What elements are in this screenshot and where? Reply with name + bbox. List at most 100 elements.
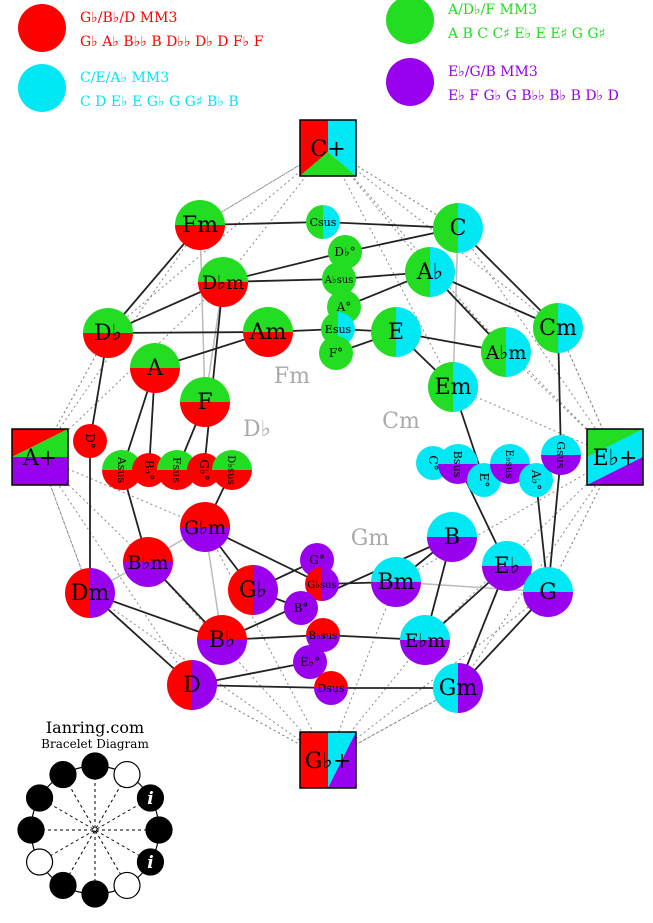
bracelet-bead [145,816,173,844]
chord-label: D♭° [334,245,355,259]
chord-label: E♭m [405,630,446,652]
chord-bdim[interactable]: B° [284,591,318,625]
chord-am[interactable]: Am [243,307,293,357]
chord-gsus[interactable]: Gsus [541,435,581,475]
dotted-link [457,227,616,458]
legend: G♭/B♭/D MM3 G♭ A♭ B♭♭ B D♭♭ D♭ D F♭ F A/D♭… [18,0,619,112]
chord-label: E♭sus [503,450,514,479]
chord-fdim[interactable]: F° [319,336,353,370]
chord-ab[interactable]: A♭ [405,247,455,297]
chord-label: Asus [115,456,128,484]
chord-asus[interactable]: Asus [102,450,142,490]
chord-label: E° [477,473,491,488]
chord-bb[interactable]: B♭ [197,615,247,665]
chord-gm[interactable]: Gm [433,663,483,713]
aug-label: C+ [310,137,345,162]
chord-csus[interactable]: Csus [306,205,340,239]
chord-dbdim[interactable]: D♭° [328,235,362,269]
chord-fsus[interactable]: Fsus [157,450,197,490]
solid-connections [89,221,562,689]
legend-swatch [18,64,66,112]
chord-g[interactable]: G [523,567,573,617]
chord-cm[interactable]: Cm [533,303,583,353]
bracelet-marker: i [147,789,153,809]
bracelet-caption: Bracelet Diagram [41,737,149,751]
chord-label: Cm [539,316,577,341]
chord-gbm[interactable]: G♭m [180,502,230,552]
chord-label: A♭ [416,260,443,285]
chord-label: G♭m [184,517,226,539]
dotted-link [39,332,109,458]
chord-dbsus[interactable]: D♭sus [212,450,252,490]
chord-fm[interactable]: Fm [175,200,225,250]
chord-label: B° [294,601,309,615]
dotted-link [327,591,549,761]
aug-chord-caug[interactable]: C+ [299,119,357,177]
chord-db[interactable]: D♭ [83,308,133,358]
bracelet-bead [25,784,54,812]
bracelet-bead: i [136,784,165,812]
legend-swatch [18,4,66,52]
chord-link [203,281,224,471]
legend-item-g-b-d-mm3: G♭/B♭/D MM3 G♭ A♭ B♭♭ B D♭♭ D♭ D F♭ F [18,4,264,52]
chord-bbdim[interactable]: B♭° [132,453,166,487]
bracelet-bead [113,760,141,789]
chord-label: D♭m [202,272,244,294]
grey-label-gm: Gm [351,526,390,551]
aug-chord-ebaug[interactable]: E♭+ [586,428,644,486]
chord-link [107,331,269,334]
chord-label: D [183,673,201,698]
chord-abm[interactable]: A♭m [481,327,531,377]
chord-c[interactable]: C [433,203,483,253]
chord-f[interactable]: F [180,377,230,427]
dotted-link [204,526,329,761]
chord-absus[interactable]: A♭sus [322,262,356,296]
chord-label: C [450,216,467,241]
dotted-link [557,327,616,458]
guide-link [395,581,549,593]
chord-bbm[interactable]: B♭m [123,537,173,587]
bracelet-bead [81,880,109,908]
aug-label: A+ [22,446,57,471]
chord-eb[interactable]: E♭ [482,541,532,591]
chord-label: Csus [310,216,337,229]
chord-label: G [539,580,557,605]
chord-ddim[interactable]: D° [73,424,107,458]
dotted-link [222,147,329,283]
dotted-link [39,456,193,686]
chord-ebdim[interactable]: E♭° [293,645,327,679]
chord-label: Fm [182,213,218,238]
chord-label: D° [83,433,97,449]
chord-label: A♭sus [324,275,354,286]
chord-abdim[interactable]: A♭° [519,463,553,497]
chord-b[interactable]: B [427,512,477,562]
chord-label: B♭° [142,460,156,480]
chord-ebm[interactable]: E♭m [400,615,450,665]
aug-chord-gbaug[interactable]: G♭+ [299,731,357,789]
chord-bm[interactable]: Bm [371,557,421,607]
legend-notes: E♭ F G♭ G B♭♭ B♭ B D♭ D [448,88,619,104]
grey-label-fm: Fm [274,364,310,389]
chord-label: Gsus [554,441,567,469]
chord-dbm[interactable]: D♭m [198,257,248,307]
chord-gbsus[interactable]: G♭sus [305,567,339,601]
chord-e[interactable]: E [371,307,421,357]
chord-label: Bm [377,570,414,595]
chord-gbdim[interactable]: G♭° [187,453,221,487]
chord-label: F [197,390,212,415]
aug-chord-aaug[interactable]: A+ [11,428,69,486]
chord-dm[interactable]: Dm [65,568,115,618]
bracelet-bead [49,760,77,789]
chord-em[interactable]: Em [428,362,478,412]
chord-label: E [388,320,404,345]
chord-dsus[interactable]: Dsus [314,671,348,705]
chord-a[interactable]: A [130,343,180,393]
legend-swatch [386,0,434,44]
bracelet-site: Ianring.com [46,718,144,737]
chord-gb[interactable]: G♭ [228,565,278,615]
chord-label: B [444,525,460,550]
chord-d[interactable]: D [167,660,217,710]
chord-label: Gm [439,676,478,701]
